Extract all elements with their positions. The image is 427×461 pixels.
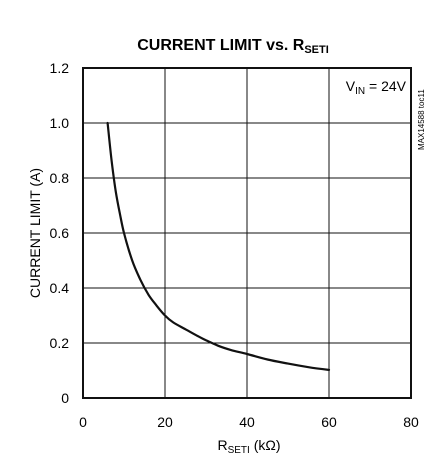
x-tick-label: 80 (403, 414, 419, 430)
series-line-current-limit (106, 121, 331, 371)
annotation-sub: IN (355, 86, 365, 97)
x-tick-labels: 0 20 40 60 80 (79, 414, 419, 430)
y-axis-label: CURRENT LIMIT (A) (27, 168, 43, 298)
chart-title: CURRENT LIMIT vs. RSETI (137, 37, 329, 56)
y-tick-label: 0.2 (50, 335, 70, 351)
y-tick-label: 1.2 (50, 60, 70, 76)
chart-title-main: CURRENT LIMIT vs. R (137, 37, 305, 54)
x-tick-label: 0 (79, 414, 87, 430)
y-tick-label: 0.8 (50, 170, 70, 186)
x-axis-label-main: R (217, 437, 227, 453)
x-tick-label: 20 (157, 414, 173, 430)
annotation-suffix: = 24V (365, 78, 407, 94)
y-tick-label: 0 (61, 390, 69, 406)
x-axis-label-unit: (kΩ) (250, 437, 281, 453)
y-tick-labels: 0 0.2 0.4 0.6 0.8 1.0 1.2 (50, 60, 70, 406)
condition-annotation: VIN = 24V (346, 78, 407, 97)
grid-lines (83, 68, 411, 398)
x-axis-label: RSETI (kΩ) (217, 437, 280, 456)
y-tick-label: 0.4 (50, 280, 70, 296)
chart-title-sub: SETI (304, 44, 328, 56)
x-axis-label-sub: SETI (228, 445, 250, 456)
x-tick-label: 60 (321, 414, 337, 430)
x-tick-label: 40 (239, 414, 255, 430)
annotation-prefix: V (346, 78, 356, 94)
figure-id: MAX14588 toc11 (417, 89, 426, 150)
y-tick-label: 1.0 (50, 115, 70, 131)
y-tick-label: 0.6 (50, 225, 70, 241)
plot-frame (82, 67, 412, 399)
